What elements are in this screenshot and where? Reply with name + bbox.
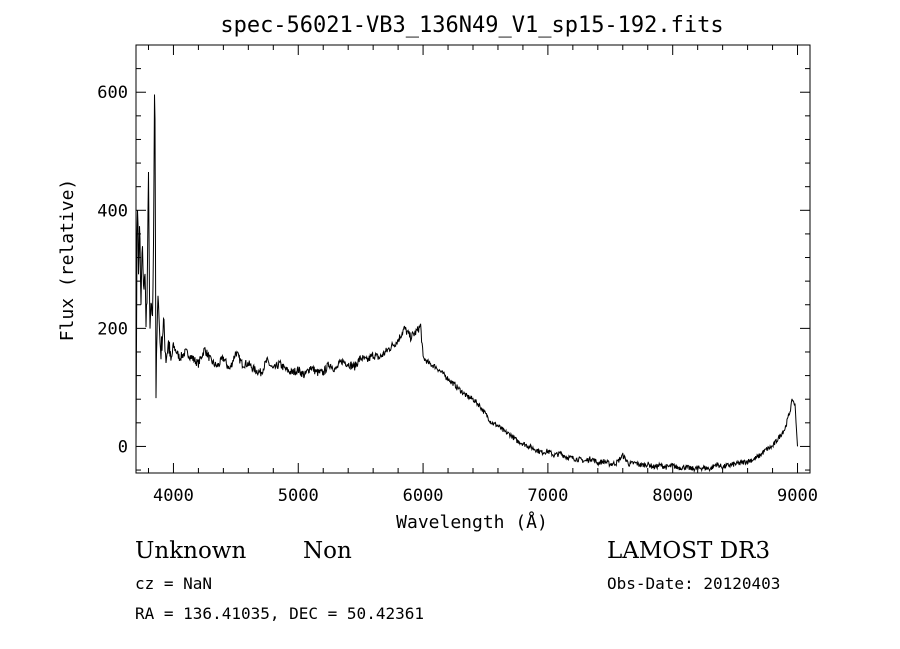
observation-date: Obs-Date: 20120403 (607, 574, 781, 593)
x-tick-label: 6000 (403, 486, 444, 506)
plot-frame (135, 44, 811, 474)
object-class: Unknown (135, 538, 247, 564)
x-tick-label: 5000 (278, 486, 319, 506)
x-tick-label: 7000 (527, 486, 568, 506)
y-tick-label: 600 (97, 83, 128, 103)
y-tick-label: 200 (97, 319, 128, 339)
y-tick-label: 0 (118, 437, 128, 457)
x-axis-ticks: 4000 5000 6000 7000 8000 9000 (147, 45, 818, 506)
spectrum-line (135, 94, 798, 473)
x-tick-label: 9000 (777, 486, 818, 506)
coordinates: RA = 136.41035, DEC = 50.42361 (135, 604, 424, 623)
redshift-cz: cz = NaN (135, 574, 213, 593)
y-axis-label: Flux (relative) (57, 179, 78, 342)
x-tick-label: 8000 (652, 486, 693, 506)
y-tick-label: 400 (97, 201, 128, 221)
survey-name: LAMOST DR3 (607, 538, 771, 564)
y-axis-ticks: 0 200 400 600 (97, 44, 810, 471)
x-tick-label: 4000 (153, 486, 194, 506)
object-subclass: Non (303, 538, 352, 564)
chart-title: spec-56021-VB3_136N49_V1_sp15-192.fits (220, 13, 723, 38)
x-axis-label: Wavelength (Å) (396, 511, 548, 533)
